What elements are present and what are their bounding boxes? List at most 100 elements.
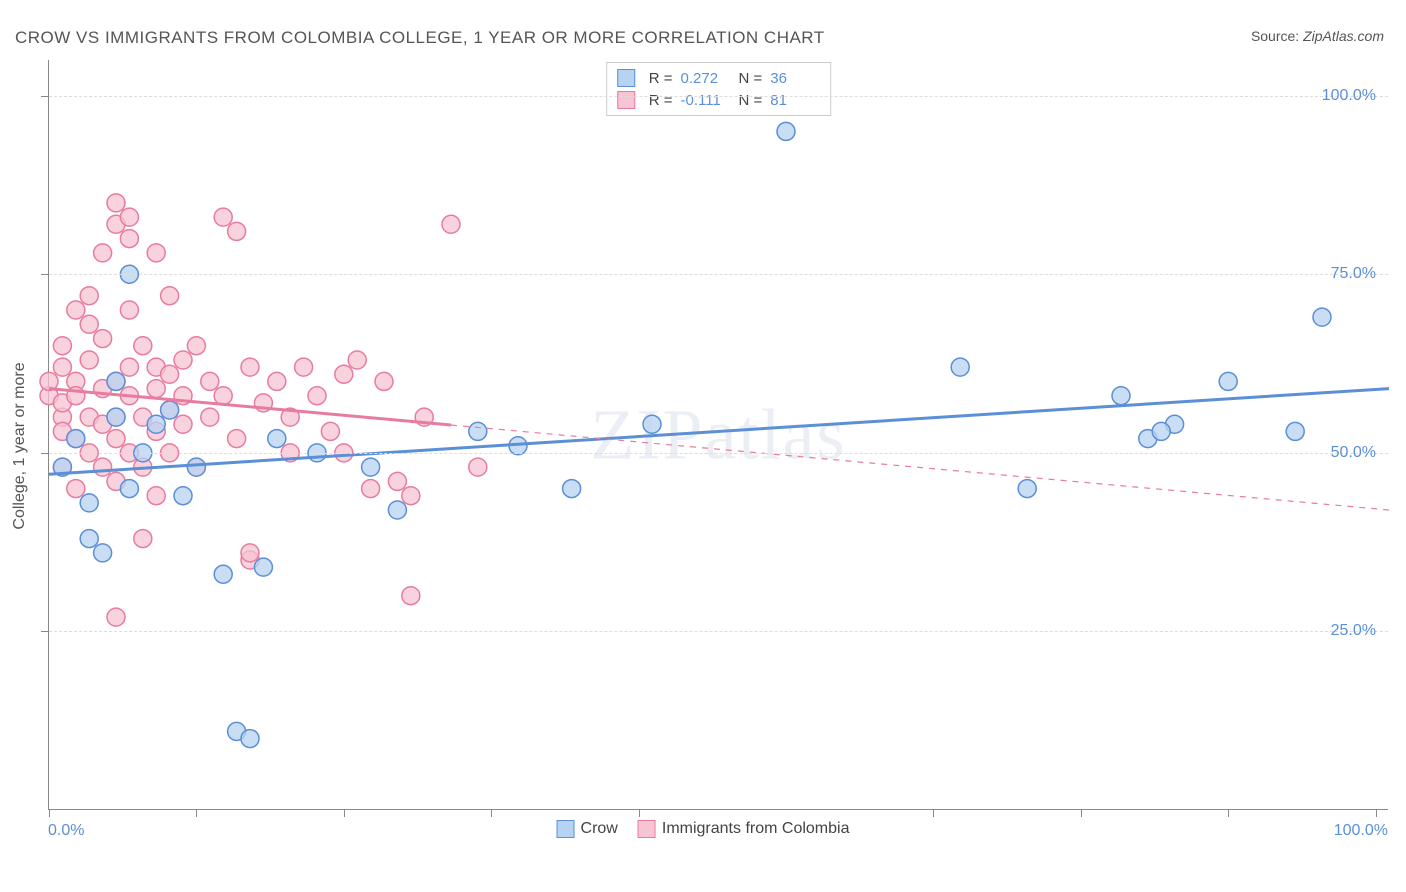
y-tick — [41, 274, 49, 275]
gridline — [49, 274, 1388, 275]
data-point — [1286, 422, 1304, 440]
data-point — [375, 372, 393, 390]
data-point — [228, 430, 246, 448]
x-tick — [933, 809, 934, 817]
data-point — [643, 415, 661, 433]
data-point — [388, 501, 406, 519]
data-point — [777, 122, 795, 140]
data-point — [402, 587, 420, 605]
n-value: 36 — [770, 70, 820, 87]
data-point — [134, 530, 152, 548]
data-point — [348, 351, 366, 369]
data-point — [1219, 372, 1237, 390]
legend-swatch — [617, 69, 635, 87]
data-point — [335, 365, 353, 383]
data-point — [67, 480, 85, 498]
legend-item: Immigrants from Colombia — [638, 820, 850, 838]
data-point — [174, 415, 192, 433]
data-point — [402, 487, 420, 505]
n-label: N = — [739, 70, 763, 87]
data-point — [241, 358, 259, 376]
data-point — [147, 380, 165, 398]
trend-line — [49, 389, 1389, 475]
data-point — [214, 387, 232, 405]
data-point — [254, 558, 272, 576]
data-point — [107, 194, 125, 212]
trend-line-dashed — [451, 425, 1389, 510]
data-point — [67, 301, 85, 319]
data-point — [161, 287, 179, 305]
data-point — [53, 358, 71, 376]
legend-swatch — [638, 820, 656, 838]
y-tick-label: 25.0% — [1331, 622, 1376, 640]
data-point — [120, 358, 138, 376]
data-point — [120, 301, 138, 319]
data-point — [107, 372, 125, 390]
data-point — [1112, 387, 1130, 405]
data-point — [94, 330, 112, 348]
gridline — [49, 96, 1388, 97]
data-point — [268, 430, 286, 448]
data-point — [1018, 480, 1036, 498]
legend-label: Immigrants from Colombia — [662, 820, 850, 837]
data-point — [1152, 422, 1170, 440]
chart-container: CROW VS IMMIGRANTS FROM COLOMBIA COLLEGE… — [0, 0, 1406, 892]
data-point — [174, 351, 192, 369]
data-point — [67, 430, 85, 448]
data-point — [201, 372, 219, 390]
data-point — [120, 480, 138, 498]
data-point — [201, 408, 219, 426]
data-point — [321, 422, 339, 440]
x-axis-max-label: 100.0% — [1334, 822, 1388, 840]
gridline — [49, 453, 1388, 454]
data-point — [147, 487, 165, 505]
legend-swatch — [557, 820, 575, 838]
legend-label: Crow — [581, 820, 618, 837]
data-point — [308, 387, 326, 405]
x-tick — [344, 809, 345, 817]
x-tick — [491, 809, 492, 817]
data-point — [295, 358, 313, 376]
x-tick — [49, 809, 50, 817]
chart-title: CROW VS IMMIGRANTS FROM COLOMBIA COLLEGE… — [15, 28, 825, 48]
data-point — [161, 365, 179, 383]
r-label: R = — [649, 70, 673, 87]
data-point — [268, 372, 286, 390]
legend-row: R = 0.272 N = 36 — [617, 67, 821, 89]
x-tick — [1228, 809, 1229, 817]
plot-svg — [49, 60, 1388, 809]
data-point — [442, 215, 460, 233]
n-label: N = — [739, 92, 763, 109]
x-tick — [639, 809, 640, 817]
data-point — [147, 244, 165, 262]
x-tick — [196, 809, 197, 817]
y-axis-title: College, 1 year or more — [11, 362, 29, 529]
data-point — [94, 544, 112, 562]
correlation-legend: R = 0.272 N = 36R = -0.111 N = 81 — [606, 62, 832, 116]
data-point — [107, 430, 125, 448]
data-point — [563, 480, 581, 498]
legend-row: R =-0.111N =81 — [617, 89, 821, 111]
data-point — [80, 530, 98, 548]
data-point — [107, 408, 125, 426]
data-point — [1313, 308, 1331, 326]
data-point — [94, 458, 112, 476]
data-point — [80, 494, 98, 512]
data-point — [80, 287, 98, 305]
gridline — [49, 631, 1388, 632]
data-point — [107, 608, 125, 626]
r-value: -0.111 — [681, 92, 731, 109]
r-value: 0.272 — [681, 70, 731, 87]
n-value: 81 — [770, 92, 820, 109]
y-tick-label: 75.0% — [1331, 265, 1376, 283]
y-tick-label: 50.0% — [1331, 444, 1376, 462]
source-label: Source: — [1251, 28, 1303, 44]
data-point — [147, 415, 165, 433]
data-point — [80, 351, 98, 369]
legend-swatch — [617, 91, 635, 109]
data-point — [134, 337, 152, 355]
data-point — [161, 401, 179, 419]
legend-item: Crow — [557, 820, 618, 838]
data-point — [187, 458, 205, 476]
data-point — [362, 458, 380, 476]
